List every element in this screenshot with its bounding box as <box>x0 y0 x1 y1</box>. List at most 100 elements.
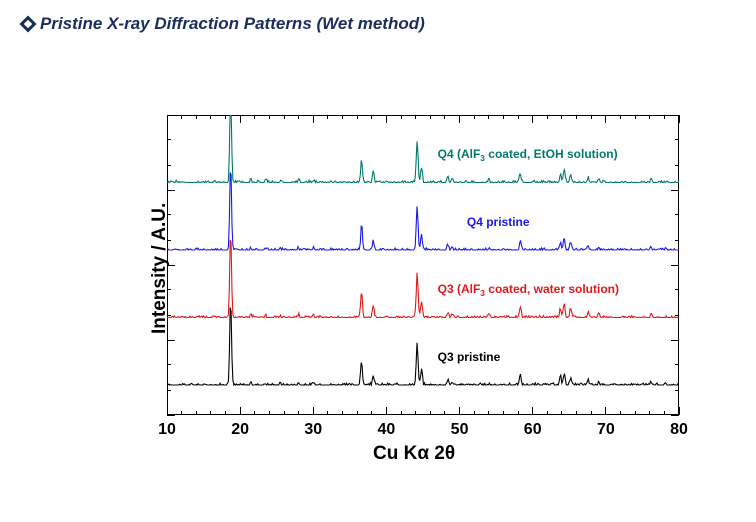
axis-tick <box>474 411 475 415</box>
axis-tick <box>357 115 358 119</box>
axis-tick <box>196 411 197 415</box>
axis-tick <box>313 115 314 123</box>
axis-tick <box>675 390 679 391</box>
axis-tick <box>532 407 533 415</box>
axis-tick <box>675 139 679 140</box>
axis-tick <box>518 411 519 415</box>
axis-tick <box>605 407 606 415</box>
axis-tick <box>269 411 270 415</box>
series-label-q3-pristine: Q3 pristine <box>438 350 501 364</box>
x-tick-label: 80 <box>670 421 688 439</box>
axis-tick <box>401 115 402 119</box>
axis-tick <box>210 411 211 415</box>
x-tick-label: 50 <box>451 421 469 439</box>
axis-tick <box>635 411 636 415</box>
axis-tick <box>167 340 175 341</box>
axis-tick <box>675 289 679 290</box>
axis-tick <box>386 115 387 123</box>
axis-tick <box>167 115 168 123</box>
axis-tick <box>671 190 679 191</box>
x-tick-label: 70 <box>597 421 615 439</box>
axis-tick <box>605 115 606 123</box>
axis-tick <box>371 411 372 415</box>
axis-tick <box>664 411 665 415</box>
axis-tick <box>671 415 679 416</box>
axis-tick <box>298 115 299 119</box>
axis-tick <box>386 407 387 415</box>
axis-tick <box>167 139 171 140</box>
axis-tick <box>591 115 592 119</box>
series-q3-alf3 <box>167 240 679 317</box>
axis-tick <box>547 411 548 415</box>
axis-tick <box>254 115 255 119</box>
axis-tick <box>675 165 679 166</box>
axis-tick <box>488 411 489 415</box>
axis-tick <box>327 411 328 415</box>
axis-tick <box>284 115 285 119</box>
axis-tick <box>430 411 431 415</box>
axis-tick <box>167 115 175 116</box>
axis-tick <box>415 411 416 415</box>
axis-tick <box>269 115 270 119</box>
axis-tick <box>371 115 372 119</box>
axis-tick <box>503 115 504 119</box>
axis-tick <box>210 115 211 119</box>
x-tick-label: 40 <box>378 421 396 439</box>
axis-tick <box>576 115 577 119</box>
x-tick-label: 30 <box>304 421 322 439</box>
axis-tick <box>675 364 679 365</box>
axis-tick <box>635 115 636 119</box>
axis-tick <box>671 115 679 116</box>
axis-tick <box>313 407 314 415</box>
axis-tick <box>532 115 533 123</box>
axis-tick <box>284 411 285 415</box>
axis-tick <box>459 115 460 123</box>
x-tick-label: 60 <box>524 421 542 439</box>
axis-tick <box>225 411 226 415</box>
axis-tick <box>561 411 562 415</box>
y-axis-label: Intensity / A.U. <box>149 203 171 334</box>
axis-tick <box>401 411 402 415</box>
axis-tick <box>167 390 171 391</box>
axis-tick <box>576 411 577 415</box>
axis-tick <box>675 214 679 215</box>
x-tick-label: 10 <box>158 421 176 439</box>
axis-tick <box>620 411 621 415</box>
axis-tick <box>254 411 255 415</box>
axis-tick <box>518 115 519 119</box>
axis-tick <box>357 411 358 415</box>
axis-tick <box>225 115 226 119</box>
axis-tick <box>342 115 343 119</box>
axis-tick <box>167 190 175 191</box>
axis-tick <box>591 411 592 415</box>
axis-tick <box>664 115 665 119</box>
series-label-q4-pristine: Q4 pristine <box>467 215 530 229</box>
series-label-q3-alf3: Q3 (AlF3 coated, water solution) <box>438 282 619 298</box>
axis-tick <box>167 165 171 166</box>
axis-tick <box>503 411 504 415</box>
axis-tick <box>167 415 175 416</box>
axis-tick <box>561 115 562 119</box>
axis-tick <box>181 411 182 415</box>
axis-tick <box>459 407 460 415</box>
axis-tick <box>298 411 299 415</box>
title-bullet-icon <box>20 16 37 33</box>
x-tick-label: 20 <box>231 421 249 439</box>
axis-tick <box>444 411 445 415</box>
axis-tick <box>671 265 679 266</box>
axis-tick <box>675 315 679 316</box>
axis-tick <box>167 364 171 365</box>
axis-tick <box>196 115 197 119</box>
axis-tick <box>679 115 680 123</box>
x-axis-label: Cu Kα 2θ <box>373 443 455 465</box>
axis-tick <box>547 115 548 119</box>
axis-tick <box>474 115 475 119</box>
axis-tick <box>430 115 431 119</box>
axis-tick <box>620 115 621 119</box>
series-q4-pristine <box>167 173 679 251</box>
axis-tick <box>342 411 343 415</box>
axis-tick <box>444 115 445 119</box>
axis-tick <box>240 115 241 123</box>
page-title: Pristine X-ray Diffraction Patterns (Wet… <box>40 14 425 34</box>
axis-tick <box>675 240 679 241</box>
